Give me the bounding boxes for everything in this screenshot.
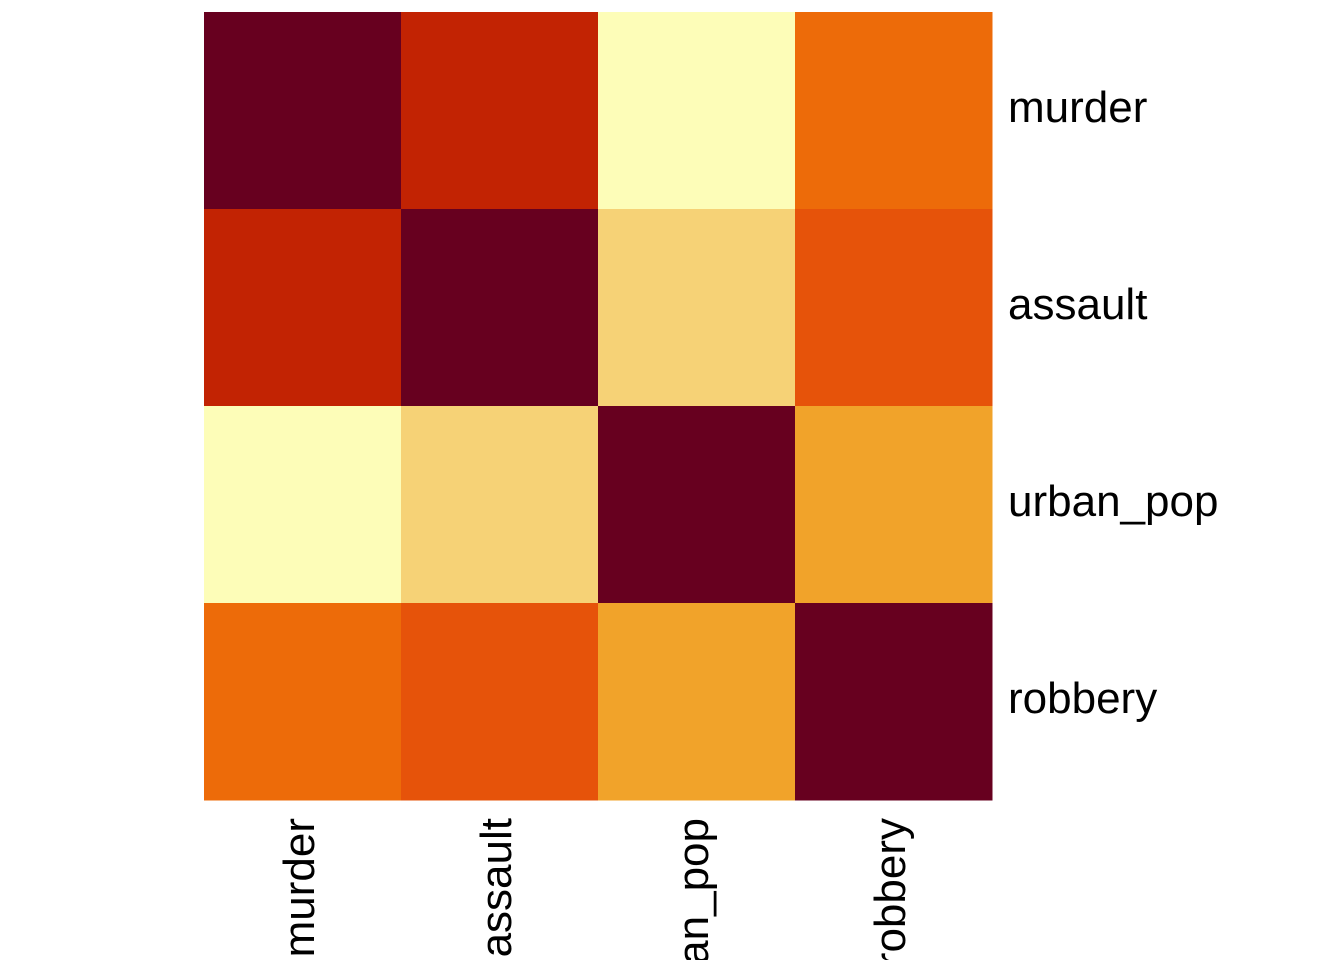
heatmap-cell	[204, 406, 402, 604]
heatmap-cell	[401, 209, 599, 407]
heatmap-cell	[795, 603, 993, 801]
heatmap-cell	[401, 603, 599, 801]
column-label: urban_pop	[669, 818, 718, 960]
heatmap-cell	[598, 406, 796, 604]
heatmap-cell	[795, 12, 993, 210]
heatmap-cell	[401, 406, 599, 604]
column-label: robbery	[866, 818, 915, 960]
heatmap-cell	[795, 406, 993, 604]
row-label: assault	[1008, 280, 1147, 329]
row-label: robbery	[1008, 674, 1157, 723]
heatmap-cell	[598, 209, 796, 407]
heatmap-cell	[795, 209, 993, 407]
heatmap-cell	[598, 603, 796, 801]
heatmap-cell	[401, 12, 599, 210]
row-label: murder	[1008, 83, 1147, 132]
column-label: murder	[275, 818, 324, 957]
heatmap-cell	[598, 12, 796, 210]
column-label: assault	[472, 818, 521, 957]
heatmap-cell	[204, 12, 402, 210]
row-label: urban_pop	[1008, 477, 1218, 526]
heatmap-cell	[204, 603, 402, 801]
heatmap-cell	[204, 209, 402, 407]
